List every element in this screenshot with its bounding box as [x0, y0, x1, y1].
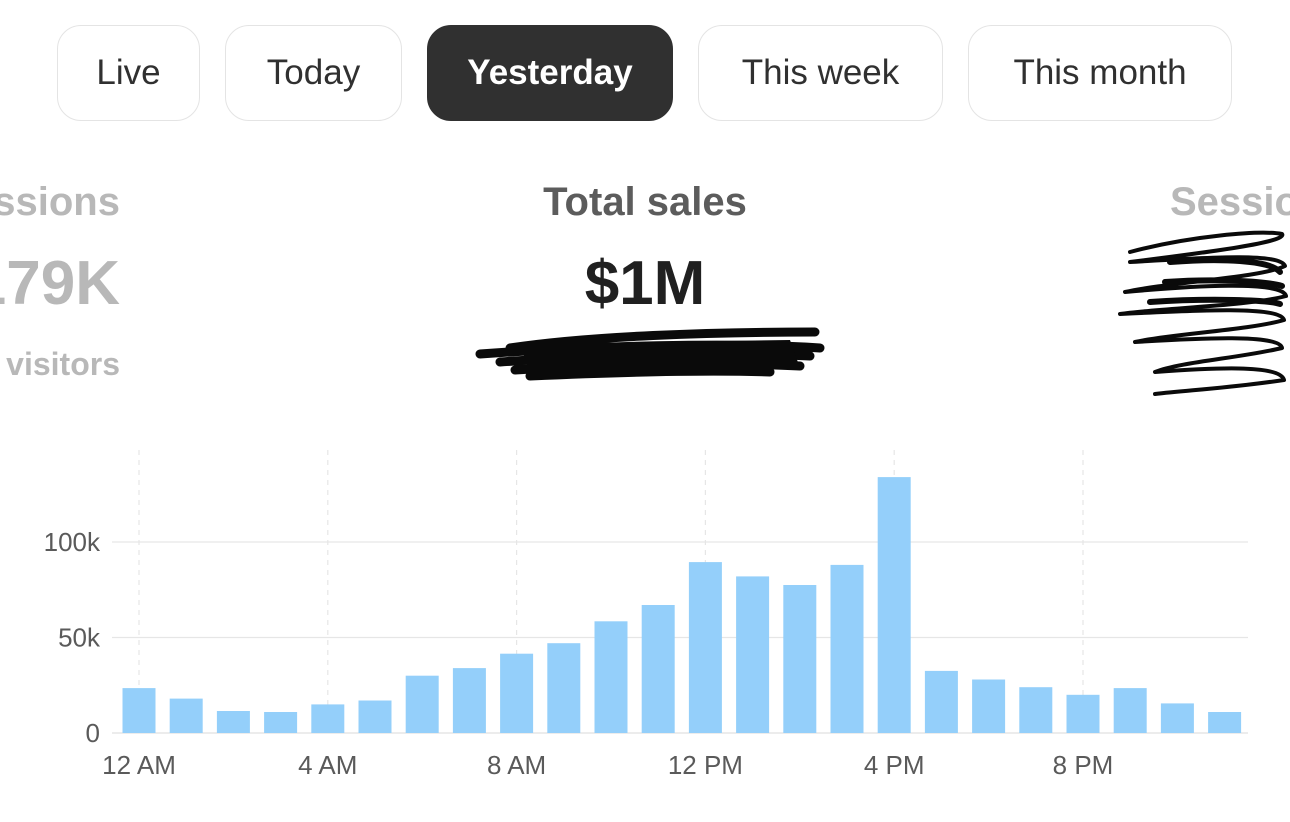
bar-12-am[interactable] [122, 688, 156, 733]
tab-live[interactable]: Live [57, 25, 200, 121]
tab-this-week-label: This week [741, 53, 900, 92]
tab-today[interactable]: Today [225, 25, 402, 121]
y-tick-label: 100k [44, 527, 101, 557]
bar-2-am[interactable] [216, 711, 250, 733]
tab-this-week[interactable]: This week [698, 25, 943, 121]
tab-this-month-label: This month [1013, 53, 1187, 92]
metric-value: 179K [0, 249, 120, 318]
bar-10-pm[interactable] [1160, 703, 1194, 733]
x-tick-label: 4 PM [864, 750, 925, 780]
hourly-sales-chart: 0 50k 100k 12 AM 4 AM 8 AM 12 PM 4 PM 8 PM [44, 450, 1248, 780]
bar-5-am[interactable] [358, 700, 392, 734]
bar-1-am[interactable] [169, 698, 203, 733]
bar-3-am[interactable] [264, 712, 298, 733]
bar-4-am[interactable] [311, 704, 345, 733]
bar-7-pm[interactable] [1019, 687, 1053, 733]
tab-today-label: Today [266, 53, 361, 92]
tab-live-label: Live [96, 53, 161, 92]
bar-9-am[interactable] [547, 643, 581, 733]
horizontal-gridlines [112, 541, 1248, 734]
metric-title: Sessions [1170, 180, 1290, 224]
y-tick-label: 0 [86, 718, 100, 748]
tab-yesterday-label: Yesterday [467, 53, 633, 92]
bar-2-pm[interactable] [783, 585, 817, 733]
redaction-scribble-right [1118, 230, 1288, 396]
bar-12-pm[interactable] [688, 562, 722, 733]
bar-5-pm[interactable] [924, 670, 958, 733]
tab-yesterday[interactable]: Yesterday [427, 25, 673, 121]
bar-9-pm[interactable] [1113, 688, 1147, 733]
bar-10-am[interactable] [594, 621, 628, 733]
bar-8-pm[interactable] [1066, 694, 1100, 733]
bar-11-am[interactable] [641, 605, 675, 733]
bar-1-pm[interactable] [736, 576, 770, 733]
x-tick-label: 8 PM [1053, 750, 1114, 780]
x-tick-label: 4 AM [298, 750, 357, 780]
x-tick-label: 8 AM [487, 750, 546, 780]
metric-title: Sessions [0, 180, 120, 224]
x-tick-label: 12 AM [102, 750, 176, 780]
metric-subtitle: visitors [6, 346, 120, 382]
metric-card-sessions-left[interactable]: Sessions 179K visitors [0, 170, 120, 394]
bar-6-pm[interactable] [972, 679, 1006, 734]
x-axis-labels: 12 AM 4 AM 8 AM 12 PM 4 PM 8 PM [102, 750, 1113, 780]
bar-6-am[interactable] [405, 675, 439, 733]
metric-card-total-sales[interactable]: Total sales $1M [420, 170, 870, 334]
tab-this-month[interactable]: This month [968, 25, 1232, 121]
y-axis-labels: 0 50k 100k [44, 527, 101, 748]
bar-7-am[interactable] [452, 668, 486, 733]
redaction-scribble [475, 327, 825, 381]
bar-11-pm[interactable] [1208, 712, 1242, 733]
x-tick-label: 12 PM [668, 750, 743, 780]
bar-4-pm[interactable] [877, 477, 911, 733]
bar-8-am[interactable] [500, 653, 534, 733]
bar-3-pm[interactable] [830, 564, 864, 733]
bars [122, 477, 1242, 734]
metric-title: Total sales [543, 180, 747, 224]
metric-value: $1M [584, 249, 706, 318]
y-tick-label: 50k [58, 623, 101, 653]
metric-card-sessions-right[interactable]: Sessions [1170, 170, 1290, 234]
